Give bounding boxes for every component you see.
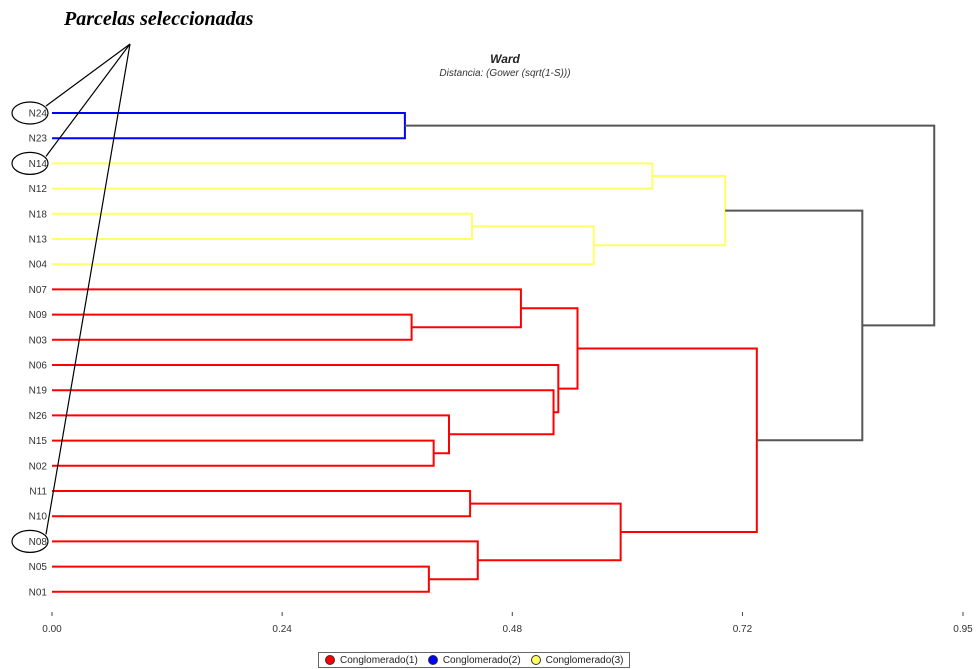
leaf-label-n23: N23 — [29, 134, 48, 145]
pointer-line-n08 — [45, 43, 131, 535]
leaf-label-n07: N07 — [29, 285, 48, 296]
branch-m4 — [52, 225, 595, 266]
annotation-text: Parcelas seleccionadas — [64, 8, 254, 30]
leaf-label-n06: N06 — [29, 361, 48, 372]
branch-m18 — [725, 209, 864, 442]
chart-title: Ward — [490, 52, 520, 66]
x-tick-label-4: 0.72 — [733, 624, 753, 635]
selection-ellipse-n24 — [11, 101, 49, 125]
legend-item-1: Conglomerado(1) — [325, 655, 418, 666]
leaf-label-n13: N13 — [29, 235, 48, 246]
leaf-label-n05: N05 — [29, 562, 48, 573]
branch-m8 — [52, 439, 435, 467]
branch-m5 — [593, 175, 727, 247]
legend-item-3: Conglomerado(3) — [530, 654, 624, 666]
x-tick-label-2: 0.24 — [272, 624, 292, 635]
leaf-label-n14: N14 — [29, 159, 48, 170]
branch-m11 — [52, 364, 560, 414]
leaf-label-n24: N24 — [29, 109, 48, 120]
branch-m9 — [52, 414, 451, 455]
legend-label-1: Conglomerado(1) — [340, 654, 418, 666]
leaf-label-n09: N09 — [29, 310, 48, 321]
legend-swatch-1 — [325, 655, 335, 665]
branch-m12 — [520, 307, 579, 390]
x-tick-label-1: 0.00 — [42, 624, 62, 635]
leaf-label-n02: N02 — [29, 461, 48, 472]
leaf-label-n11: N11 — [29, 487, 47, 498]
leaf-label-n01: N01 — [29, 587, 48, 598]
branch-m14 — [52, 565, 430, 593]
branch-m10 — [52, 389, 555, 436]
x-tick-label-5: 0.95 — [953, 624, 973, 635]
x-tick-label-3: 0.48 — [503, 624, 523, 635]
pointer-line-n24 — [45, 43, 131, 107]
legend-label-3: Conglomerado(3) — [545, 654, 624, 666]
legend: Conglomerado(1) Conglomerado(2) Conglome… — [318, 652, 631, 668]
legend-item-2: Conglomerado(2) — [427, 654, 521, 666]
branch-m19 — [404, 124, 936, 327]
branch-m16 — [470, 502, 622, 562]
leaf-label-n04: N04 — [29, 260, 48, 271]
pointer-line-n14 — [45, 43, 131, 157]
leaf-label-n03: N03 — [29, 335, 48, 346]
leaf-label-n26: N26 — [29, 411, 48, 422]
branch-m15 — [52, 540, 479, 581]
branch-m2 — [52, 162, 654, 190]
legend-swatch-2 — [427, 655, 438, 665]
branch-m7 — [52, 288, 522, 329]
leaf-label-n12: N12 — [29, 184, 48, 195]
chart-subtitle: Distancia: (Gower (sqrt(1-S))) — [439, 68, 571, 79]
leaf-label-n08: N08 — [29, 537, 48, 548]
branch-m3 — [52, 212, 474, 240]
leaf-label-n18: N18 — [29, 209, 48, 220]
branch-m1 — [52, 112, 406, 140]
legend-swatch-3 — [530, 655, 541, 665]
leaf-label-n15: N15 — [29, 436, 48, 447]
leaf-label-n19: N19 — [29, 386, 48, 397]
branch-m13 — [52, 490, 472, 518]
branch-m6 — [52, 313, 413, 341]
selection-ellipse-n08 — [11, 529, 49, 554]
branch-m17 — [577, 347, 758, 533]
leaf-label-n10: N10 — [29, 512, 48, 523]
legend-label-2: Conglomerado(2) — [442, 654, 521, 666]
selection-ellipse-n14 — [11, 151, 49, 175]
